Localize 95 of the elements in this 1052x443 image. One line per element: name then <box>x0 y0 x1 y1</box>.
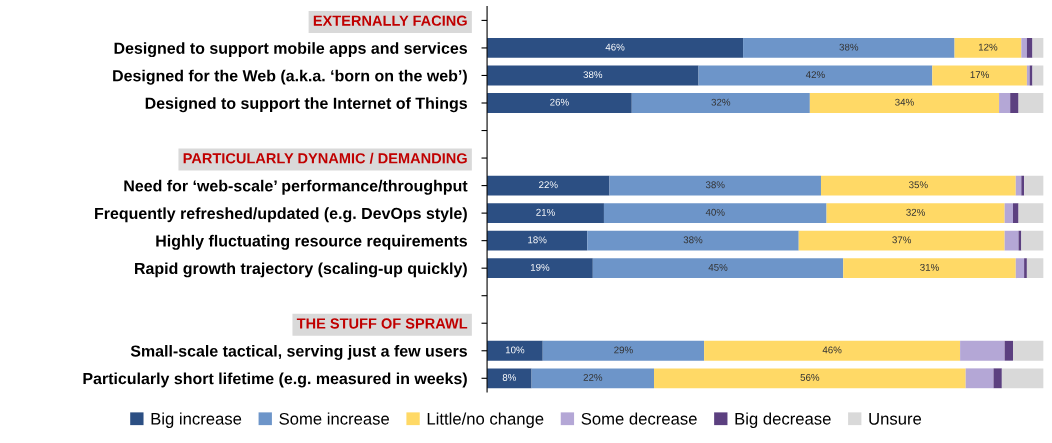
bar <box>1012 340 1044 361</box>
y-tick-label: EXTERNALLY FACING <box>313 15 467 26</box>
data-label: 21% <box>536 208 555 216</box>
y-tick-label: Small-scale tactical, serving just a few users <box>130 344 467 360</box>
y-tick-label: Designed for the Web (a.k.a. ‘born on the web’) <box>113 69 467 85</box>
data-label: 35% <box>909 181 928 189</box>
bar <box>531 368 655 389</box>
bar <box>820 175 1016 196</box>
data-label: 22% <box>539 181 558 189</box>
bar <box>1015 258 1025 279</box>
data-label: 10% <box>505 346 525 354</box>
data-label: 38% <box>583 71 603 79</box>
data-label: 42% <box>805 71 825 79</box>
y-tick-label: Rapid growth trajectory (scaling-up quickly) <box>135 262 467 278</box>
legend-label: Some decrease <box>581 412 697 425</box>
data-label: 32% <box>711 98 731 106</box>
data-label: 46% <box>822 346 842 354</box>
bar <box>1001 368 1044 389</box>
data-label: 29% <box>614 346 633 354</box>
bar <box>487 93 632 113</box>
data-label: 46% <box>605 43 625 51</box>
y-tick-label: Frequently refreshed/updated (e.g. DevOps style) <box>95 207 467 223</box>
data-label: 32% <box>906 208 925 216</box>
bar <box>1010 93 1019 113</box>
bar <box>487 175 610 196</box>
data-label: 31% <box>920 263 939 271</box>
bar <box>698 65 933 86</box>
bar <box>826 203 1005 224</box>
bar <box>993 368 1002 389</box>
bar <box>1021 230 1044 251</box>
bar <box>487 65 699 86</box>
data-label: 45% <box>708 263 728 271</box>
bar <box>932 65 1027 86</box>
data-label: 38% <box>705 181 725 189</box>
bar <box>592 258 844 279</box>
y-tick-label: Designed to support the Internet of Things <box>145 97 467 113</box>
data-label: 26% <box>550 98 569 106</box>
data-label: 12% <box>978 43 998 51</box>
bar <box>1021 175 1025 196</box>
legend-label: Big increase <box>151 412 242 428</box>
bar <box>609 175 821 196</box>
bar <box>1032 65 1044 86</box>
bar <box>487 230 588 251</box>
bar <box>487 340 543 361</box>
bar <box>631 93 810 113</box>
bar <box>487 38 744 58</box>
data-label: 40% <box>705 208 725 216</box>
data-label: 38% <box>683 236 703 244</box>
bar <box>1024 175 1044 196</box>
bar <box>1004 230 1019 251</box>
legend-label: Little/no change <box>427 412 544 428</box>
bar <box>1021 38 1027 58</box>
data-label: 17% <box>970 71 989 79</box>
y-tick-label: Designed to support mobile apps and services <box>114 42 467 58</box>
bar <box>965 368 994 389</box>
bar <box>704 340 961 361</box>
bar <box>1018 203 1044 224</box>
bar <box>1004 340 1013 361</box>
legend-label: Some increase <box>279 412 389 425</box>
bar <box>487 258 593 279</box>
data-label: 37% <box>892 236 912 244</box>
bar <box>654 368 966 389</box>
bar <box>960 340 1005 361</box>
bar <box>1018 93 1044 113</box>
legend-label: Big decrease <box>735 412 831 428</box>
bar <box>999 93 1011 113</box>
bar <box>809 93 1000 113</box>
data-label: 34% <box>895 98 914 106</box>
bar <box>1026 38 1033 58</box>
bar <box>1024 258 1027 279</box>
bar <box>542 340 705 361</box>
data-label: 18% <box>528 236 547 244</box>
bar <box>843 258 1016 279</box>
bar <box>487 203 604 224</box>
y-tick-label: Highly fluctuating resource requirements <box>156 234 467 250</box>
bar <box>603 203 827 224</box>
bar <box>1026 258 1044 279</box>
data-label: 19% <box>530 263 550 271</box>
bar <box>1032 38 1044 58</box>
y-tick-label: PARTICULARLY DYNAMIC / DEMANDING <box>183 152 467 164</box>
y-tick-label: THE STUFF OF SPRAWL <box>296 318 468 329</box>
data-label: 38% <box>839 43 859 51</box>
bar <box>487 368 532 389</box>
bar <box>743 38 955 58</box>
y-tick-label: Particularly short lifetime (e.g. measured in weeks) <box>83 372 467 388</box>
data-label: 56% <box>800 374 820 381</box>
bar <box>587 230 799 251</box>
bar <box>1012 203 1019 224</box>
data-label: 8% <box>502 374 517 381</box>
bar <box>1004 203 1013 224</box>
bar <box>954 38 1022 58</box>
bar <box>798 230 1005 251</box>
data-label: 22% <box>583 374 603 381</box>
legend-label: Unsure <box>869 413 922 425</box>
y-tick-label: Need for ‘web-scale’ performance/throughput <box>124 179 468 195</box>
